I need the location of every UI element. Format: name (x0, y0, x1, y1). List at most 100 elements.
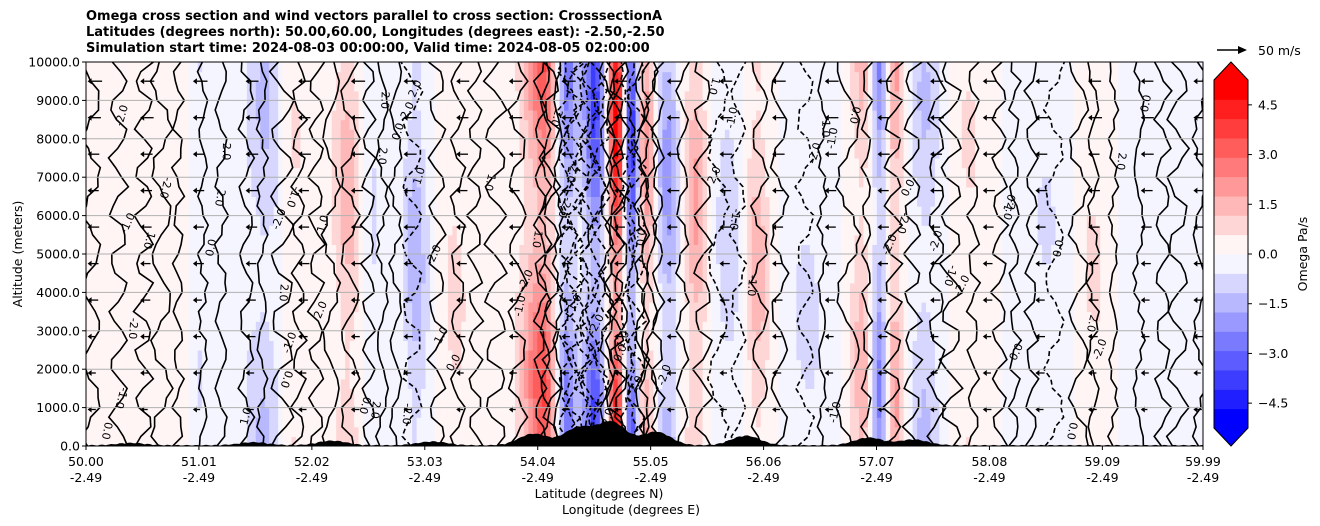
omega-cell (112, 177, 118, 188)
omega-cell (514, 167, 520, 178)
omega-cell (586, 311, 592, 322)
omega-cell (233, 90, 239, 101)
omega-cell (237, 359, 243, 370)
omega-cell (184, 359, 190, 370)
omega-cell (112, 71, 118, 82)
omega-cell (287, 330, 293, 341)
omega-cell (389, 311, 395, 322)
omega-cell (608, 273, 614, 284)
omega-cell (550, 71, 556, 82)
omega-cell (573, 398, 579, 409)
omega-cell (514, 330, 520, 341)
omega-cell (340, 311, 346, 322)
omega-cell (108, 119, 114, 130)
omega-cell (443, 100, 449, 111)
omega-cell (144, 263, 150, 274)
omega-cell (425, 388, 431, 399)
omega-cell (519, 378, 525, 389)
omega-cell (224, 119, 230, 130)
omega-cell (590, 129, 596, 140)
omega-cell (349, 359, 355, 370)
omega-cell (622, 129, 628, 140)
omega-cell (631, 225, 637, 236)
omega-cell (220, 177, 226, 188)
omega-cell (215, 273, 221, 284)
omega-cell (532, 350, 538, 361)
omega-cell (497, 330, 503, 341)
omega-cell (211, 234, 217, 245)
omega-cell (349, 263, 355, 274)
omega-cell (358, 244, 364, 255)
omega-cell (287, 254, 293, 265)
omega-cell (412, 71, 418, 82)
omega-cell (331, 129, 337, 140)
omega-cell (260, 350, 266, 361)
omega-cell (461, 302, 467, 313)
omega-cell (287, 311, 293, 322)
omega-cell (251, 138, 257, 149)
omega-cell (179, 215, 185, 226)
omega-cell (403, 321, 409, 332)
omega-cell (505, 158, 512, 169)
omega-cell (251, 407, 257, 418)
omega-cell (300, 436, 306, 446)
omega-cell (304, 234, 310, 245)
omega-cell (193, 388, 199, 399)
omega-cell (193, 292, 199, 303)
omega-cell (260, 378, 266, 389)
omega-cell (215, 138, 221, 149)
omega-cell (126, 388, 132, 399)
omega-cell (537, 62, 543, 73)
omega-cell (322, 330, 328, 341)
omega-cell (99, 407, 105, 418)
omega-cell (412, 282, 418, 293)
omega-cell (488, 129, 494, 140)
omega-cell (228, 225, 235, 236)
omega-cell (514, 186, 520, 197)
omega-cell (438, 225, 445, 236)
omega-cell (483, 215, 489, 226)
omega-cell (604, 254, 610, 265)
omega-cell (613, 378, 619, 389)
omega-cell (403, 378, 409, 389)
omega-cell (304, 90, 310, 101)
omega-cell (349, 369, 355, 380)
omega-cell (327, 148, 333, 159)
omega-cell (157, 100, 163, 111)
omega-cell (304, 417, 310, 428)
omega-cell (121, 206, 127, 217)
omega-cell (99, 196, 105, 207)
omega-cell (117, 407, 123, 418)
omega-cell (599, 148, 605, 159)
omega-cell (354, 244, 360, 255)
omega-cell (273, 378, 279, 389)
omega-cell (157, 167, 163, 178)
omega-cell (211, 158, 217, 169)
omega-cell (144, 302, 150, 313)
omega-cell (622, 340, 628, 351)
omega-cell (412, 292, 418, 303)
omega-cell (555, 369, 561, 380)
omega-cell (224, 71, 230, 82)
omega-cell (220, 158, 226, 169)
omega-cell (345, 138, 351, 149)
omega-cell (465, 359, 471, 370)
omega-cell (318, 158, 324, 169)
omega-cell (228, 119, 235, 130)
omega-cell (456, 225, 462, 236)
omega-cell (103, 196, 109, 207)
omega-cell (505, 359, 512, 370)
omega-cell (461, 388, 467, 399)
omega-cell (412, 426, 418, 437)
omega-cell (175, 330, 181, 341)
omega-cell (161, 234, 168, 245)
omega-cell (224, 340, 230, 351)
omega-cell (398, 407, 404, 418)
omega-cell (340, 215, 346, 226)
omega-cell (425, 119, 431, 130)
omega-cell (389, 388, 395, 399)
omega-cell (220, 273, 226, 284)
omega-cell (371, 302, 378, 313)
omega-cell (479, 436, 485, 446)
omega-cell (202, 359, 208, 370)
